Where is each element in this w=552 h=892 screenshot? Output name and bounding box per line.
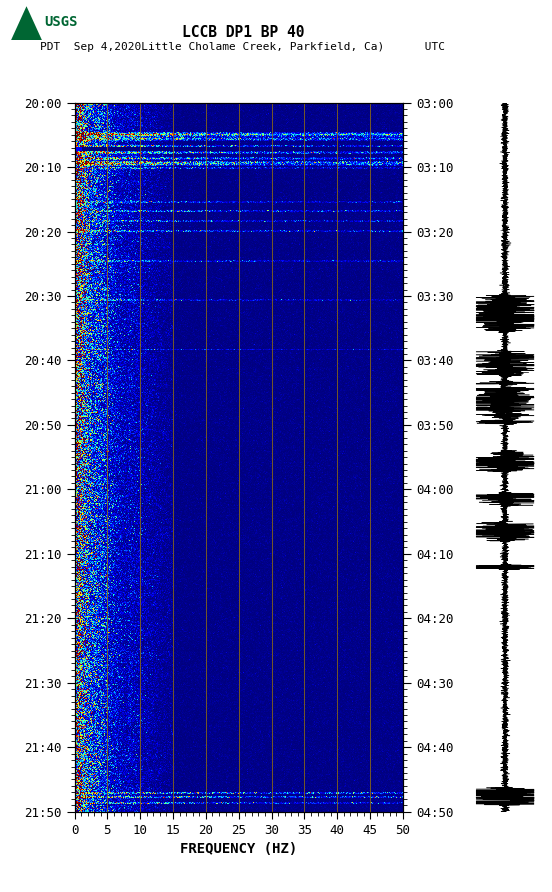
X-axis label: FREQUENCY (HZ): FREQUENCY (HZ) — [180, 842, 298, 856]
Text: PDT  Sep 4,2020Little Cholame Creek, Parkfield, Ca)      UTC: PDT Sep 4,2020Little Cholame Creek, Park… — [40, 42, 445, 52]
Text: USGS: USGS — [44, 15, 78, 29]
Text: LCCB DP1 BP 40: LCCB DP1 BP 40 — [182, 25, 304, 40]
Polygon shape — [11, 6, 42, 40]
